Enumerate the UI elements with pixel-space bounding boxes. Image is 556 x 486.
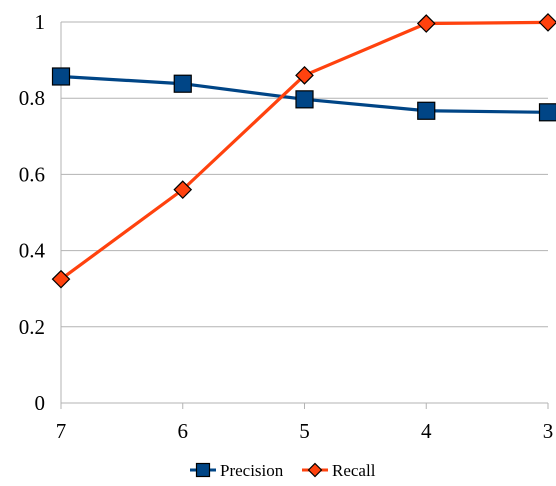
x-tick-label: 5 xyxy=(299,419,310,443)
x-tick-label: 4 xyxy=(421,419,432,443)
precision-point xyxy=(540,104,556,121)
legend-label: Precision xyxy=(220,461,284,480)
y-tick-label: 0.4 xyxy=(19,239,46,263)
x-tick-labels: 7 6 5 4 3 xyxy=(56,419,554,443)
recall-point xyxy=(540,14,556,31)
y-tick-labels: 0 0.2 0.4 0.6 0.8 1 xyxy=(19,10,46,415)
precision-point xyxy=(418,102,435,119)
series-lines xyxy=(53,14,556,288)
y-tick-label: 0.8 xyxy=(19,86,45,110)
precision-point xyxy=(296,91,313,108)
x-tick-label: 6 xyxy=(178,419,189,443)
legend-item-precision: Precision xyxy=(190,461,284,480)
recall-point xyxy=(418,15,435,32)
legend: Precision Recall xyxy=(190,461,376,480)
x-tick-label: 3 xyxy=(543,419,554,443)
x-tick-label: 7 xyxy=(56,419,67,443)
y-tick-label: 0.2 xyxy=(19,315,45,339)
precision-point xyxy=(174,75,191,92)
recall-line xyxy=(61,22,548,279)
legend-label: Recall xyxy=(332,461,376,480)
series-recall xyxy=(53,14,556,288)
precision-point xyxy=(53,68,70,85)
y-tick-label: 0.6 xyxy=(19,162,45,186)
legend-marker-swatch xyxy=(197,464,210,477)
legend-item-recall: Recall xyxy=(302,461,376,480)
y-tick-label: 1 xyxy=(35,10,46,34)
y-tick-label: 0 xyxy=(35,391,46,415)
legend-marker-swatch xyxy=(309,464,322,477)
